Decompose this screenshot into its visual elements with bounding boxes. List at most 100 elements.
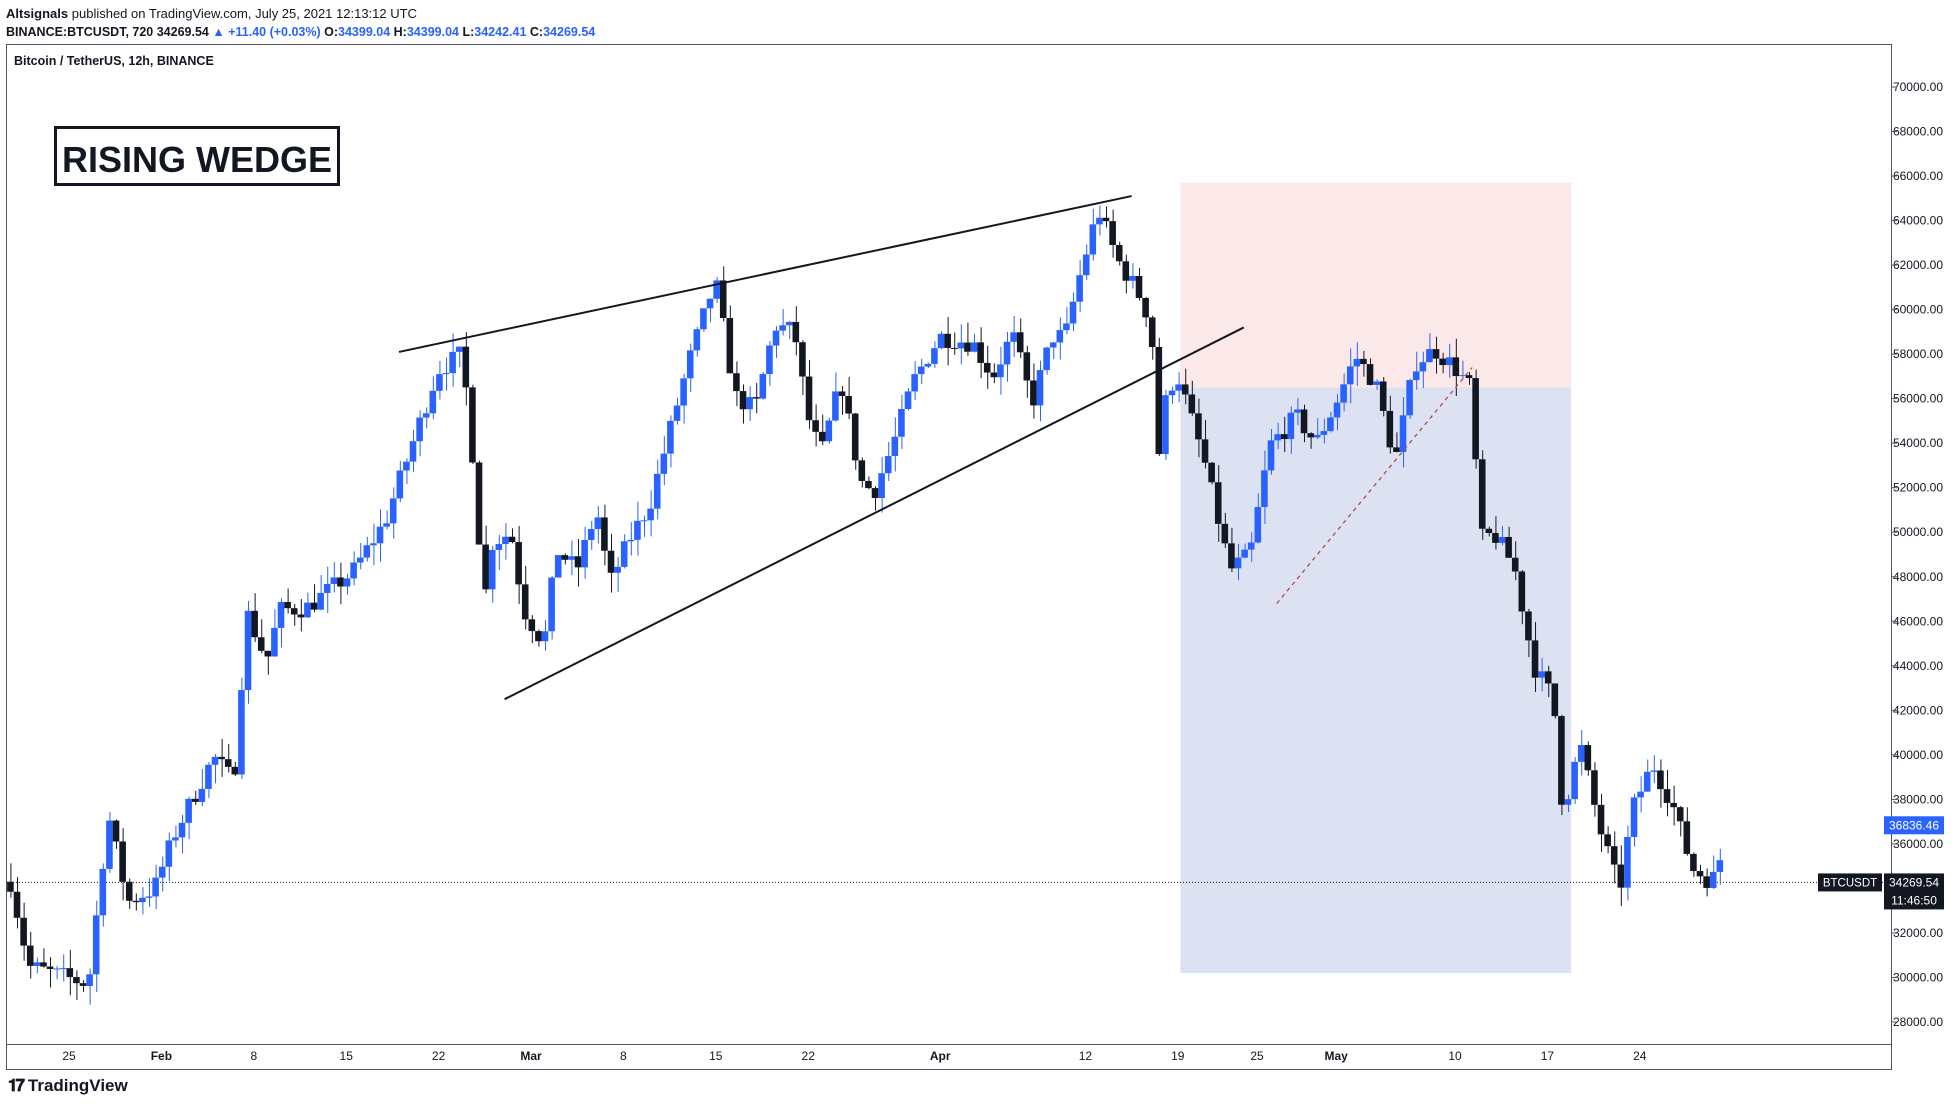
candle (1129, 263, 1136, 289)
close-label: C: (529, 25, 544, 39)
candle (858, 457, 866, 488)
candle-body (1168, 390, 1176, 396)
price-tick-label: 66000.00 (1893, 169, 1943, 183)
candle-body (1016, 332, 1024, 353)
candle-body (1201, 439, 1209, 463)
candle-body (178, 822, 186, 838)
candles-layer (7, 205, 1724, 1005)
candle-body (264, 650, 272, 657)
candle-body (1366, 364, 1374, 385)
candle (1010, 316, 1017, 358)
candle (1657, 759, 1664, 808)
candle (53, 966, 60, 980)
candle-body (1465, 375, 1473, 379)
tradingview-logo-icon: 𝟏𝟕 (8, 1076, 25, 1095)
candle-body (898, 409, 905, 437)
candle-body (587, 529, 595, 541)
candle-body (1096, 217, 1103, 225)
candle (1445, 343, 1453, 378)
price-tick-label: 38000.00 (1893, 792, 1943, 806)
candle (865, 476, 872, 490)
candle (746, 386, 753, 422)
candle (713, 276, 720, 304)
candle-body (13, 891, 21, 918)
publisher-name[interactable]: Altsignals (6, 6, 69, 21)
candle-body (640, 520, 648, 522)
candle-body (752, 397, 760, 399)
price-tick-label: 44000.00 (1893, 659, 1943, 673)
candle-body (1043, 347, 1050, 371)
candle (1643, 759, 1651, 792)
publish-line: Altsignals published on TradingView.com,… (6, 4, 595, 23)
candle (1056, 317, 1064, 360)
candle (931, 341, 938, 368)
candle (1254, 493, 1262, 544)
candle-body (139, 897, 146, 903)
candle-body (383, 523, 390, 527)
candle (495, 534, 503, 570)
candle-body (970, 342, 978, 352)
candle-body (1003, 341, 1011, 365)
candle-body (667, 420, 674, 454)
candle-body (502, 536, 509, 545)
candle (1412, 351, 1420, 390)
candle (1465, 371, 1473, 385)
candle (99, 863, 107, 927)
candle-body (1267, 440, 1275, 471)
tradingview-footer[interactable]: 𝟏𝟕 TradingView (8, 1076, 128, 1096)
candle (1234, 543, 1242, 581)
candle-body (845, 396, 852, 414)
candle (297, 599, 305, 632)
time-tick-label: 8 (620, 1049, 627, 1063)
candle-body (231, 766, 239, 775)
wedge-lower-trendline (504, 326, 1245, 701)
candle-body (1558, 716, 1565, 805)
candle (73, 970, 80, 1000)
candle-body (660, 453, 668, 474)
rising-wedge-label-box: RISING WEDGE (54, 126, 340, 186)
candle (1181, 368, 1189, 405)
candle-body (601, 517, 608, 551)
candle (568, 540, 575, 576)
candle-body (528, 619, 536, 632)
candle (1082, 244, 1090, 281)
candle-body (462, 346, 470, 388)
candle (1663, 770, 1671, 817)
candle (1703, 868, 1710, 897)
price-label-value: 36836.46 (1889, 818, 1939, 832)
candle (1498, 526, 1506, 546)
candle-body (317, 592, 324, 610)
candle (1102, 206, 1110, 228)
time-tick-label: Apr (930, 1049, 951, 1063)
price-tick-label: 32000.00 (1893, 926, 1943, 940)
candle-body (871, 488, 879, 499)
candle-body (746, 397, 753, 410)
candle (1379, 377, 1387, 417)
candle (1340, 373, 1347, 412)
candle-body (488, 549, 496, 590)
candle (469, 384, 476, 465)
price-axis[interactable]: 28000.0030000.0032000.0034000.0036000.00… (1892, 80, 1943, 1029)
candle-body (1399, 415, 1407, 452)
candle-body (1214, 482, 1222, 524)
candle-body (224, 759, 232, 767)
candle-body (86, 974, 93, 986)
candle-body (7, 881, 14, 892)
candle (673, 397, 681, 425)
candle-body (693, 329, 701, 351)
candle-body (198, 788, 206, 802)
time-axis[interactable]: 25 Feb 8 15 22 Mar 8 15 22 Apr 12 19 25 May 10 17 24 (62, 1049, 1646, 1063)
candle-body (957, 342, 965, 349)
high-label: H: (393, 25, 407, 39)
candle (845, 376, 852, 420)
candle (1551, 683, 1559, 719)
chart-title: Bitcoin / TetherUS, 12h, BINANCE (14, 54, 214, 68)
candle (20, 902, 27, 961)
candle-body (1333, 402, 1341, 418)
candle-body (772, 330, 780, 346)
candle (957, 324, 965, 365)
candle-body (1076, 275, 1083, 302)
candle-body (805, 376, 813, 421)
candle-body (1313, 434, 1321, 438)
